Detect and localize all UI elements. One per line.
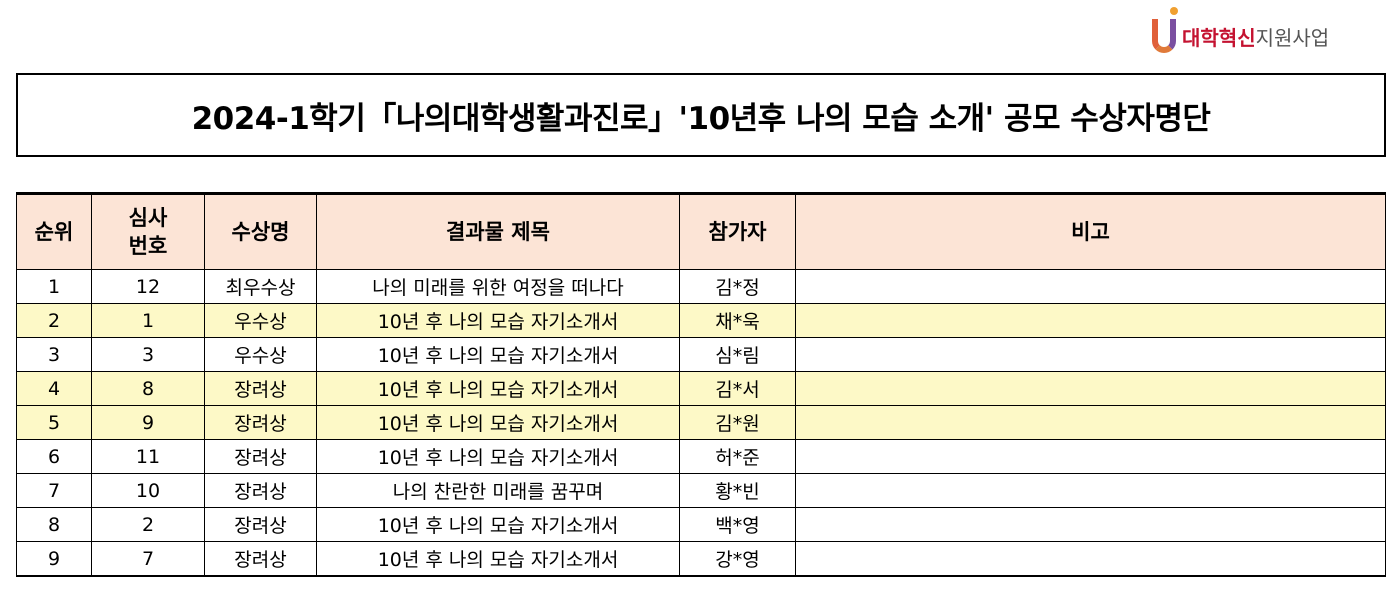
column-header: 참가자 — [679, 193, 796, 270]
cell-title: 나의 미래를 위한 여정을 떠나다 — [316, 269, 680, 304]
cell-no: 7 — [91, 541, 205, 577]
cell-name: 허*준 — [679, 439, 796, 474]
cell-title: 10년 후 나의 모습 자기소개서 — [316, 541, 680, 577]
cell-award: 장려상 — [204, 439, 317, 474]
cell-no: 3 — [91, 337, 205, 372]
cell-award: 장려상 — [204, 541, 317, 577]
cell-award: 장려상 — [204, 473, 317, 508]
cell-name: 김*서 — [679, 371, 796, 406]
cell-no: 2 — [91, 507, 205, 542]
cell-title: 10년 후 나의 모습 자기소개서 — [316, 371, 680, 406]
table-row: 1 12 최우수상 나의 미래를 위한 여정을 떠나다 김*정 — [16, 269, 1386, 304]
logo: 대학혁신 지원사업 — [1152, 7, 1330, 58]
cell-name: 심*림 — [679, 337, 796, 372]
cell-award: 장려상 — [204, 507, 317, 542]
table-row: 4 8 장려상 10년 후 나의 모습 자기소개서 김*서 — [16, 371, 1386, 406]
cell-note — [795, 507, 1386, 542]
awards-table: 순위 심사 번호 수상명 결과물 제목 참가자 비고 1 12 최우수상 나의 미래를 위한 여정… — [16, 192, 1386, 577]
cell-no: 12 — [91, 269, 205, 304]
cell-rank: 2 — [16, 303, 92, 338]
cell-no: 11 — [91, 439, 205, 474]
cell-name: 채*욱 — [679, 303, 796, 338]
column-header: 심사 번호 — [91, 193, 205, 270]
cell-title: 10년 후 나의 모습 자기소개서 — [316, 439, 680, 474]
column-header: 결과물 제목 — [316, 193, 680, 270]
table-header: 순위 심사 번호 수상명 결과물 제목 참가자 비고 — [16, 193, 1386, 270]
cell-note — [795, 303, 1386, 338]
cell-no: 9 — [91, 405, 205, 440]
cell-note — [795, 473, 1386, 508]
table-row: 7 10 장려상 나의 찬란한 미래를 꿈꾸며 황*빈 — [16, 473, 1386, 508]
cell-note — [795, 405, 1386, 440]
cell-award: 최우수상 — [204, 269, 317, 304]
table-row: 5 9 장려상 10년 후 나의 모습 자기소개서 김*원 — [16, 405, 1386, 440]
cell-rank: 3 — [16, 337, 92, 372]
cell-award: 장려상 — [204, 371, 317, 406]
table-row: 9 7 장려상 10년 후 나의 모습 자기소개서 강*영 — [16, 541, 1386, 577]
cell-note — [795, 439, 1386, 474]
cell-no: 8 — [91, 371, 205, 406]
cell-name: 황*빈 — [679, 473, 796, 508]
cell-title: 10년 후 나의 모습 자기소개서 — [316, 405, 680, 440]
cell-rank: 9 — [16, 541, 92, 577]
table-row: 2 1 우수상 10년 후 나의 모습 자기소개서 채*욱 — [16, 303, 1386, 338]
logo-text-gray: 지원사업 — [1255, 25, 1330, 50]
cell-title: 10년 후 나의 모습 자기소개서 — [316, 507, 680, 542]
cell-title: 10년 후 나의 모습 자기소개서 — [316, 337, 680, 372]
logo-text-red: 대학혁신 — [1182, 25, 1256, 50]
cell-award: 장려상 — [204, 405, 317, 440]
cell-award: 우수상 — [204, 303, 317, 338]
column-header: 비고 — [795, 193, 1386, 270]
cell-note — [795, 337, 1386, 372]
cell-note — [795, 371, 1386, 406]
table-row: 3 3 우수상 10년 후 나의 모습 자기소개서 심*림 — [16, 337, 1386, 372]
cell-rank: 6 — [16, 439, 92, 474]
cell-name: 김*원 — [679, 405, 796, 440]
cell-note — [795, 541, 1386, 577]
cell-title: 나의 찬란한 미래를 꿈꾸며 — [316, 473, 680, 508]
cell-rank: 4 — [16, 371, 92, 406]
table-row: 6 11 장려상 10년 후 나의 모습 자기소개서 허*준 — [16, 439, 1386, 474]
cell-rank: 7 — [16, 473, 92, 508]
column-header: 수상명 — [204, 193, 317, 270]
page-title: 2024-1학기「나의대학생활과진로」'10년후 나의 모습 소개' 공모 수상… — [16, 73, 1386, 157]
cell-name: 백*영 — [679, 507, 796, 542]
cell-title: 10년 후 나의 모습 자기소개서 — [316, 303, 680, 338]
cell-no: 1 — [91, 303, 205, 338]
table-row: 8 2 장려상 10년 후 나의 모습 자기소개서 백*영 — [16, 507, 1386, 542]
logo-u-icon — [1152, 7, 1178, 53]
cell-rank: 5 — [16, 405, 92, 440]
cell-award: 우수상 — [204, 337, 317, 372]
cell-no: 10 — [91, 473, 205, 508]
column-header: 순위 — [16, 193, 92, 270]
cell-rank: 8 — [16, 507, 92, 542]
cell-name: 김*정 — [679, 269, 796, 304]
cell-rank: 1 — [16, 269, 92, 304]
cell-name: 강*영 — [679, 541, 796, 577]
cell-note — [795, 269, 1386, 304]
